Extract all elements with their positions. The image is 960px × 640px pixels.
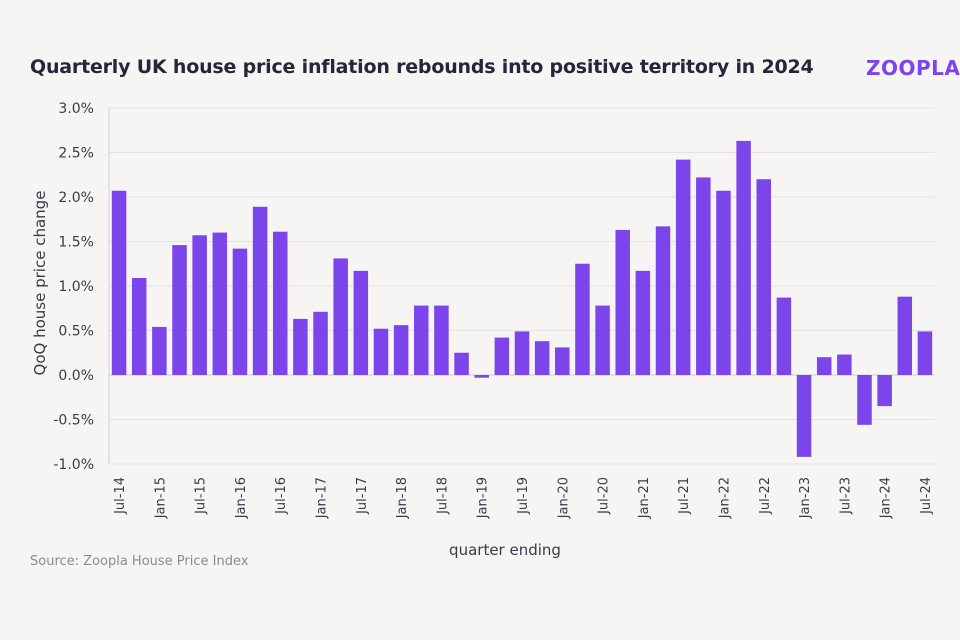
y-tick-label: -0.5% (53, 413, 94, 429)
bar-Oct-20 (615, 229, 630, 375)
bar-Apr-22 (736, 140, 751, 375)
bar-Jul-22 (756, 179, 772, 375)
bar-Jan-16 (232, 248, 248, 375)
bar-Apr-15 (172, 245, 187, 375)
y-tick-label: 3.0% (58, 101, 94, 117)
bar-Jan-21 (635, 270, 651, 375)
bar-Apr-16 (252, 206, 268, 375)
bar-Jan-20 (555, 347, 570, 375)
x-tick-label: Jul-24 (919, 477, 934, 515)
bar-Jan-18 (393, 325, 409, 375)
zoopla-logo: ZOOPLA (866, 56, 960, 80)
x-tick-label: Jul-17 (355, 477, 370, 515)
x-tick-label: Jul-23 (838, 477, 853, 515)
x-tick-label: Jan-15 (153, 477, 168, 519)
x-axis-label: quarter ending (449, 541, 561, 559)
bar-Oct-23 (857, 375, 872, 425)
bar-Oct-22 (776, 297, 792, 375)
bar-Jul-24 (917, 331, 933, 375)
x-tick-label: Jul-16 (274, 477, 289, 515)
bar-Jul-17 (353, 270, 369, 375)
bar-Apr-17 (333, 258, 348, 375)
y-tick-label: 1.0% (58, 279, 94, 295)
x-tick-label: Jul-20 (597, 477, 612, 515)
bar-Jan-15 (152, 326, 167, 375)
x-tick-label: Jul-22 (758, 477, 773, 515)
bar-Jul-19 (514, 331, 530, 375)
chart-title: Quarterly UK house price inflation rebou… (30, 56, 814, 78)
bar-Jan-22 (716, 190, 731, 375)
x-tick-label: Jan-20 (556, 477, 571, 519)
x-tick-label: Jan-16 (234, 477, 249, 519)
bar-Oct-16 (293, 318, 308, 375)
bar-Jul-21 (675, 159, 691, 375)
x-tick-label: Jul-21 (677, 477, 692, 515)
bar-Jul-20 (595, 305, 610, 375)
x-tick-label: Jan-18 (395, 477, 410, 519)
bar-Jan-24 (877, 375, 892, 407)
bar-Apr-18 (414, 305, 429, 375)
bar-Apr-19 (494, 337, 510, 375)
y-tick-label: -1.0% (53, 457, 94, 473)
source-note: Source: Zoopla House Price Index (30, 554, 249, 569)
bar-Jul-23 (837, 354, 852, 375)
bar-Oct-14 (131, 277, 147, 375)
bar-Jan-17 (313, 311, 328, 375)
x-tick-label: Jan-17 (315, 477, 330, 519)
x-tick-label: Jul-14 (113, 477, 128, 515)
bar-Apr-24 (897, 296, 913, 375)
bar-Oct-19 (534, 341, 550, 375)
x-tick-label: Jan-24 (879, 477, 894, 519)
y-tick-label: 1.5% (58, 235, 94, 251)
x-tick-label: Jan-19 (476, 477, 491, 519)
bar-Apr-21 (655, 226, 671, 375)
bar-Apr-20 (575, 263, 590, 375)
y-tick-label: 0.5% (58, 324, 94, 340)
bar-Jul-18 (434, 305, 449, 375)
x-tick-label: Jan-21 (637, 477, 652, 519)
bar-Oct-18 (454, 352, 469, 375)
x-tick-label: Jul-15 (194, 477, 209, 515)
y-tick-label: 2.0% (58, 190, 94, 206)
bar-Jul-16 (272, 231, 288, 375)
bar-Jan-23 (796, 375, 812, 457)
y-tick-label: 2.5% (58, 146, 94, 162)
bar-Oct-21 (696, 177, 711, 375)
x-tick-label: Jan-22 (717, 477, 732, 519)
bar-Jul-15 (192, 235, 207, 375)
bar-Jul-14 (111, 190, 127, 375)
bar-Oct-15 (212, 232, 228, 375)
bar-Jan-19 (474, 375, 489, 378)
bar-Oct-17 (373, 328, 389, 375)
x-tick-label: Jul-18 (435, 477, 450, 515)
bar-Apr-23 (816, 357, 832, 375)
y-tick-label: 0.0% (58, 368, 94, 384)
x-tick-label: Jul-19 (516, 477, 531, 515)
x-tick-label: Jan-23 (798, 477, 813, 519)
